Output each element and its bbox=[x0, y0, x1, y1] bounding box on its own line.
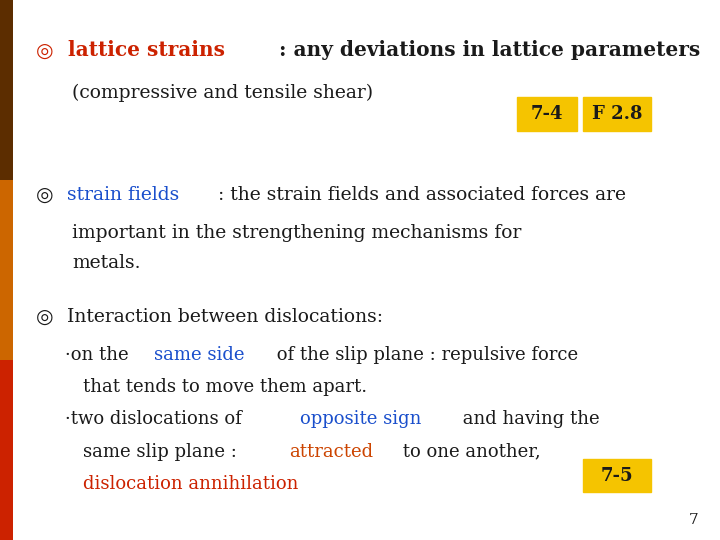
Text: and having the: and having the bbox=[457, 410, 600, 428]
Text: that tends to move them apart.: that tends to move them apart. bbox=[83, 378, 367, 396]
Bar bbox=[0, 0, 13, 180]
FancyBboxPatch shape bbox=[517, 97, 577, 131]
Text: ·on the: ·on the bbox=[65, 346, 134, 363]
Text: F 2.8: F 2.8 bbox=[592, 105, 642, 123]
Text: (compressive and tensile shear): (compressive and tensile shear) bbox=[72, 84, 373, 102]
Text: same slip plane :: same slip plane : bbox=[83, 443, 243, 461]
Text: 7-4: 7-4 bbox=[531, 105, 564, 123]
Text: Interaction between dislocations:: Interaction between dislocations: bbox=[67, 308, 383, 326]
Text: opposite sign: opposite sign bbox=[300, 410, 422, 428]
Text: 7: 7 bbox=[689, 512, 698, 526]
Bar bbox=[0, 180, 13, 360]
Text: : the strain fields and associated forces are: : the strain fields and associated force… bbox=[212, 186, 626, 204]
Text: 7-5: 7-5 bbox=[600, 467, 634, 485]
Text: strain fields: strain fields bbox=[67, 186, 179, 204]
FancyBboxPatch shape bbox=[583, 97, 651, 131]
Text: attracted: attracted bbox=[289, 443, 373, 461]
Text: to one another,: to one another, bbox=[397, 443, 541, 461]
Text: metals.: metals. bbox=[72, 254, 140, 272]
Text: ◎: ◎ bbox=[36, 308, 60, 327]
Text: important in the strengthening mechanisms for: important in the strengthening mechanism… bbox=[72, 224, 521, 242]
Text: same side: same side bbox=[154, 346, 245, 363]
Text: dislocation annihilation: dislocation annihilation bbox=[83, 475, 298, 493]
Text: : any deviations in lattice parameters: : any deviations in lattice parameters bbox=[279, 40, 701, 60]
FancyBboxPatch shape bbox=[583, 459, 651, 492]
Text: ◎: ◎ bbox=[36, 186, 60, 205]
Bar bbox=[0, 360, 13, 540]
Text: ·two dislocations of: ·two dislocations of bbox=[65, 410, 247, 428]
Text: of the slip plane : repulsive force: of the slip plane : repulsive force bbox=[271, 346, 578, 363]
Text: ◎: ◎ bbox=[36, 40, 60, 60]
Text: lattice strains: lattice strains bbox=[68, 40, 232, 60]
